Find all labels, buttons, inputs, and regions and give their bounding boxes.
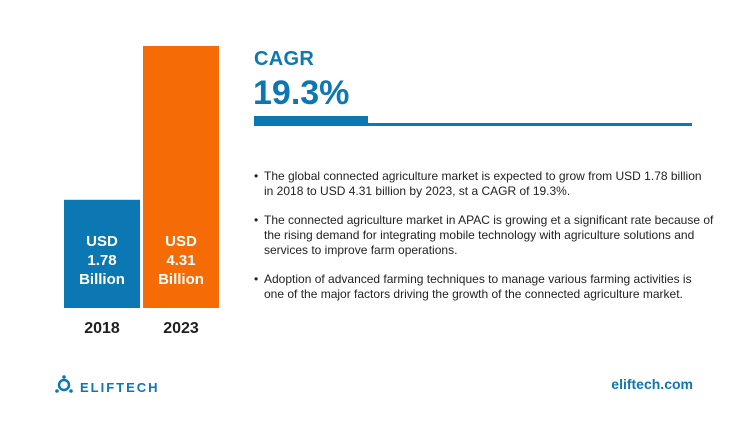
bullet-item: The connected agriculture market in APAC…	[254, 213, 714, 258]
bar-2023	[143, 46, 219, 308]
cagr-label: CAGR	[254, 48, 315, 70]
logo-text: ELIFTECH	[80, 380, 160, 395]
eliftech-logo[interactable]: ELIFTECH	[54, 375, 160, 400]
website-link[interactable]: eliftech.com	[611, 376, 693, 392]
bar-data-label: 1.78	[87, 252, 116, 269]
cagr-progress-fill	[254, 116, 368, 126]
bar-data-label: Billion	[79, 271, 125, 288]
bullet-item: The global connected agriculture market …	[254, 169, 714, 199]
bullet-item: Adoption of advanced farming techniques …	[254, 272, 714, 302]
eliftech-logo-icon	[54, 375, 74, 400]
bar-data-label: 4.31	[166, 252, 195, 269]
bar-data-label: USD	[86, 233, 118, 250]
x-tick-label: 2018	[84, 320, 120, 337]
bullet-list: The global connected agriculture market …	[254, 169, 714, 316]
bar-data-label: USD	[165, 233, 197, 250]
bar-data-label: Billion	[158, 271, 204, 288]
bar-2018	[64, 199, 140, 308]
x-tick-label: 2023	[163, 320, 199, 337]
cagr-progress-track	[254, 123, 692, 126]
cagr-value: 19.3%	[253, 74, 350, 112]
